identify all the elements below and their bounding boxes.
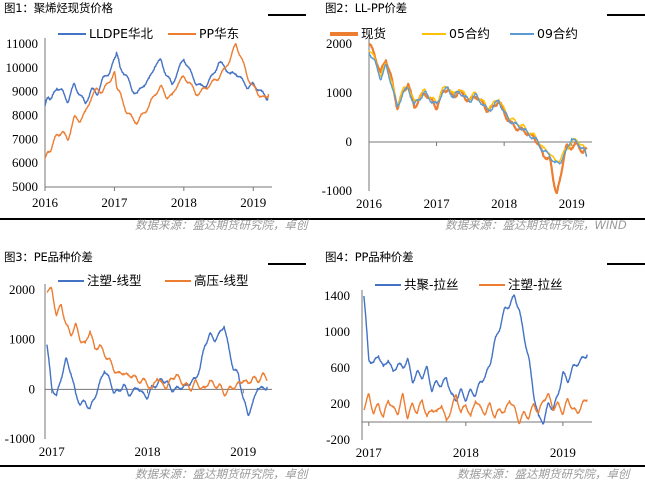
bottom-divider bbox=[0, 465, 645, 467]
x-tick-label: 2018 bbox=[453, 445, 479, 460]
chart4-source: 数据来源：盛达期货研究院，卓创 bbox=[457, 467, 630, 481]
x-tick-label: 2017 bbox=[101, 195, 128, 210]
y-tick-label: 10000 bbox=[6, 60, 39, 75]
y-tick-label: 1000 bbox=[9, 332, 35, 347]
series-line-2 bbox=[44, 43, 270, 159]
legend-label-2: 高压-线型 bbox=[194, 273, 249, 288]
y-tick-label: 1000 bbox=[326, 85, 352, 100]
y-tick-label: 2000 bbox=[9, 282, 35, 297]
y-tick-label: 5000 bbox=[12, 179, 38, 194]
x-tick-label: 2018 bbox=[171, 195, 197, 210]
x-tick-label: 2019 bbox=[559, 196, 585, 211]
top-divider bbox=[0, 218, 645, 220]
chart2-plot: -1000 0 1000 2000 2016 2017 2018 2019 现货 05合约 09合约 bbox=[322, 26, 592, 211]
y-tick-label: -200 bbox=[326, 432, 350, 447]
y-tick-label: 200 bbox=[331, 396, 351, 411]
x-tick-label: 2019 bbox=[240, 195, 266, 210]
y-tick-label: 9000 bbox=[12, 84, 38, 99]
x-tick-label: 2018 bbox=[491, 196, 517, 211]
y-tick-label: 2000 bbox=[326, 36, 352, 51]
chart1-title: 图1：聚烯烃现货价格 bbox=[4, 1, 113, 15]
y-tick-label: 11000 bbox=[6, 36, 38, 51]
series-line-1 bbox=[46, 325, 268, 417]
y-tick-label: 8000 bbox=[12, 108, 38, 123]
legend-label-1: 共聚-拉丝 bbox=[404, 277, 459, 292]
series-line-2 bbox=[368, 50, 588, 164]
x-tick-label: 2019 bbox=[230, 444, 256, 459]
chart2-top-rule bbox=[607, 14, 645, 16]
chart2-title: 图2：LL-PP价差 bbox=[325, 1, 407, 15]
chart3-plot: -1000 0 1000 2000 2017 2018 2019 注塑-线型 高压-线型 bbox=[5, 273, 272, 459]
chart1-top-rule bbox=[268, 14, 306, 16]
x-tick-label: 2017 bbox=[356, 445, 383, 460]
chart4-top-rule bbox=[607, 263, 645, 265]
chart3-title: 图3：PE品种价差 bbox=[4, 250, 93, 264]
x-tick-label: 2016 bbox=[356, 196, 383, 211]
y-tick-label: 1000 bbox=[324, 324, 350, 339]
x-tick-label: 2019 bbox=[550, 445, 576, 460]
legend-label-2: 05合约 bbox=[449, 26, 490, 41]
legend-label-1: 现货 bbox=[361, 26, 386, 41]
series-line-3 bbox=[368, 52, 588, 165]
y-tick-label: 600 bbox=[331, 360, 351, 375]
y-tick-label: 7000 bbox=[12, 131, 38, 146]
y-tick-label: -1000 bbox=[5, 431, 35, 446]
y-tick-label: -1000 bbox=[322, 183, 352, 198]
x-tick-label: 2017 bbox=[424, 196, 451, 211]
series-line-1 bbox=[363, 294, 588, 425]
series-line-1 bbox=[368, 42, 588, 195]
x-tick-label: 2017 bbox=[39, 444, 66, 459]
chart4-title: 图4：PP品种价差 bbox=[325, 250, 414, 264]
chart2-source: 数据来源：盛达期货研究院，WIND bbox=[445, 218, 627, 232]
y-tick-label: 0 bbox=[29, 381, 36, 396]
x-tick-label: 2018 bbox=[134, 444, 160, 459]
series-line-2 bbox=[46, 286, 268, 397]
series-line-1 bbox=[44, 51, 269, 107]
legend-label-2: 注塑-拉丝 bbox=[508, 277, 563, 292]
chart1-source: 数据来源：盛达期货研究院，卓创 bbox=[135, 218, 308, 232]
chart3-top-rule bbox=[268, 263, 306, 265]
legend-label-3: 09合约 bbox=[537, 26, 578, 41]
chart4-plot: -200 200 600 1000 1400 2017 2018 2019 共聚-拉丝 注塑-拉丝 bbox=[324, 277, 592, 460]
x-tick-label: 2016 bbox=[32, 195, 59, 210]
series-line-2 bbox=[363, 392, 588, 425]
legend-label-2: PP华东 bbox=[199, 26, 239, 41]
y-tick-label: 0 bbox=[346, 134, 353, 149]
chart3-source: 数据来源：盛达期货研究院，卓创 bbox=[135, 467, 308, 481]
y-tick-label: 6000 bbox=[12, 155, 38, 170]
legend-label-1: 注塑-线型 bbox=[87, 273, 142, 288]
chart1-plot: 5000 6000 7000 8000 9000 10000 11000 2016 2017 20… bbox=[6, 26, 272, 210]
legend-label-1: LLDPE华北 bbox=[89, 26, 153, 41]
y-tick-label: 1400 bbox=[324, 288, 350, 303]
